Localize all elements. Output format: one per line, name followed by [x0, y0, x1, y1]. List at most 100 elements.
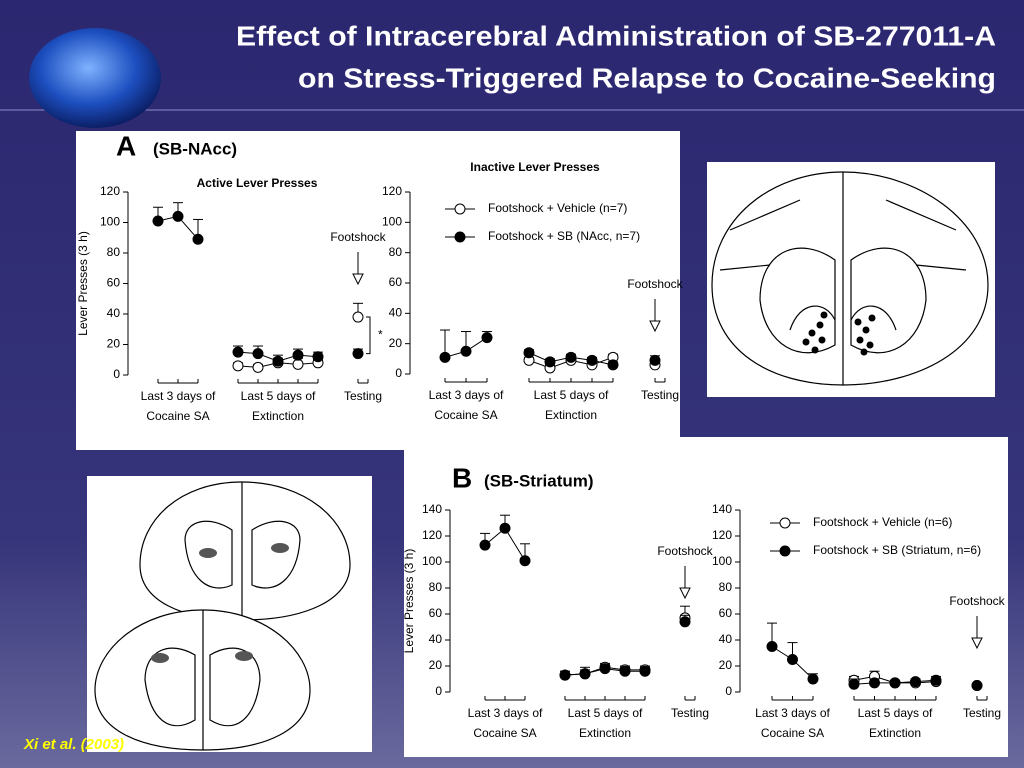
annotation: Footshock — [949, 594, 1005, 608]
data-point — [252, 348, 264, 360]
y-tick-label: 20 — [107, 337, 121, 351]
data-point — [192, 233, 204, 245]
arrow-head — [649, 320, 661, 333]
panel-letter: B — [452, 462, 472, 493]
data-point — [607, 359, 619, 371]
y-tick-label: 40 — [429, 632, 443, 646]
brain-diagram — [87, 476, 372, 752]
data-point — [439, 351, 451, 363]
chart: 0 20 40 60 80 100 120 140 Lever Presses (3 h) Las… — [402, 502, 714, 740]
annotation: Footshock — [627, 277, 683, 291]
x-group-label: Extinction — [579, 726, 631, 740]
y-tick-label: 60 — [719, 606, 733, 620]
x-group-label: Cocaine SA — [473, 726, 536, 740]
data-point — [586, 354, 598, 366]
x-group-label: Last 3 days of — [429, 388, 504, 402]
chart: 0 20 40 60 80 100 120 Inactive Lever Presses Las… — [382, 160, 684, 422]
data-point — [232, 360, 244, 372]
y-tick-label: 100 — [100, 215, 120, 229]
y-tick-label: 120 — [100, 184, 120, 198]
y-axis-label: Lever Presses (3 h) — [76, 231, 90, 336]
legend-label: Footshock + SB (Striatum, n=6) — [813, 543, 981, 557]
x-group-label: Testing — [641, 388, 679, 402]
y-tick-label: 80 — [389, 245, 403, 259]
title-line: on Stress-Triggered Relapse to Cocaine-S… — [298, 62, 996, 93]
data-point — [272, 355, 284, 367]
data-point — [460, 345, 472, 357]
data-point — [523, 347, 535, 359]
x-group-label: Last 3 days of — [468, 706, 543, 720]
y-tick-label: 0 — [395, 366, 402, 380]
x-group-label: Testing — [963, 706, 1001, 720]
data-point — [579, 668, 591, 680]
brain-diagram — [707, 162, 995, 397]
annotation: Footshock — [657, 544, 713, 558]
y-tick-label: 40 — [107, 306, 121, 320]
x-group-label: Last 5 days of — [534, 388, 609, 402]
data-point — [639, 665, 651, 677]
chart: 0 20 40 60 80 100 120 140 Last 3 days of Cocaine … — [712, 502, 1006, 740]
title-line: Effect of Intracerebral Administration o… — [236, 20, 996, 51]
data-point — [559, 669, 571, 681]
y-tick-label: 140 — [712, 502, 732, 516]
y-tick-label: 100 — [382, 215, 402, 229]
x-group-label: Last 3 days of — [755, 706, 830, 720]
x-group-label: Last 3 days of — [141, 389, 216, 403]
data-point — [787, 654, 798, 665]
data-point — [889, 677, 901, 689]
legend-marker — [454, 203, 466, 215]
y-tick-label: 60 — [389, 275, 403, 289]
y-tick-label: 0 — [435, 684, 442, 698]
data-point — [848, 678, 860, 690]
y-tick-label: 120 — [712, 528, 732, 542]
data-point — [766, 641, 778, 652]
y-tick-label: 40 — [719, 632, 733, 646]
annotation: Footshock — [330, 230, 386, 244]
data-point — [971, 680, 983, 691]
x-group-label: Last 5 days of — [858, 706, 933, 720]
data-point — [479, 539, 491, 551]
y-tick-label: 120 — [382, 184, 402, 198]
chart-title: Inactive Lever Presses — [470, 160, 600, 174]
y-tick-label: 20 — [389, 336, 403, 350]
data-point — [869, 677, 880, 689]
data-point — [499, 522, 511, 534]
y-tick-label: 100 — [422, 554, 442, 568]
data-point — [312, 351, 324, 363]
data-point — [599, 663, 611, 675]
data-point — [649, 354, 661, 366]
y-tick-label: 80 — [429, 580, 443, 594]
x-group-label: Cocaine SA — [434, 408, 497, 422]
x-group-label: Last 5 days of — [568, 706, 643, 720]
legend-marker — [779, 545, 791, 557]
significance-mark: * — [378, 328, 383, 342]
chart-title: Active Lever Presses — [197, 176, 318, 190]
data-point — [152, 215, 164, 227]
y-tick-label: 80 — [107, 245, 121, 259]
legend-marker — [454, 231, 466, 243]
arrow-head — [352, 273, 364, 286]
y-tick-label: 20 — [429, 658, 443, 672]
data-point — [619, 665, 631, 677]
x-group-label: Extinction — [545, 408, 597, 422]
data-point — [807, 673, 819, 685]
x-group-label: Extinction — [252, 409, 304, 423]
data-point — [930, 674, 942, 686]
y-tick-label: 80 — [719, 580, 733, 594]
significance-bracket — [366, 316, 371, 355]
panel — [76, 131, 680, 450]
y-axis-label: Lever Presses (3 h) — [402, 549, 416, 654]
legend-marker — [779, 517, 791, 529]
y-tick-label: 0 — [725, 684, 732, 698]
data-point — [481, 332, 493, 344]
y-tick-label: 60 — [429, 606, 443, 620]
x-group-label: Extinction — [869, 726, 921, 740]
data-point — [232, 346, 244, 358]
citation: Xi et al. (2003) — [23, 736, 124, 753]
arrow-head — [971, 637, 983, 650]
legend-label: Footshock + Vehicle (n=7) — [488, 201, 627, 215]
x-group-label: Last 5 days of — [241, 389, 316, 403]
chart: 0 20 40 60 80 100 120 Active Lever Presses Lever… — [76, 176, 387, 423]
y-tick-label: 20 — [719, 658, 733, 672]
